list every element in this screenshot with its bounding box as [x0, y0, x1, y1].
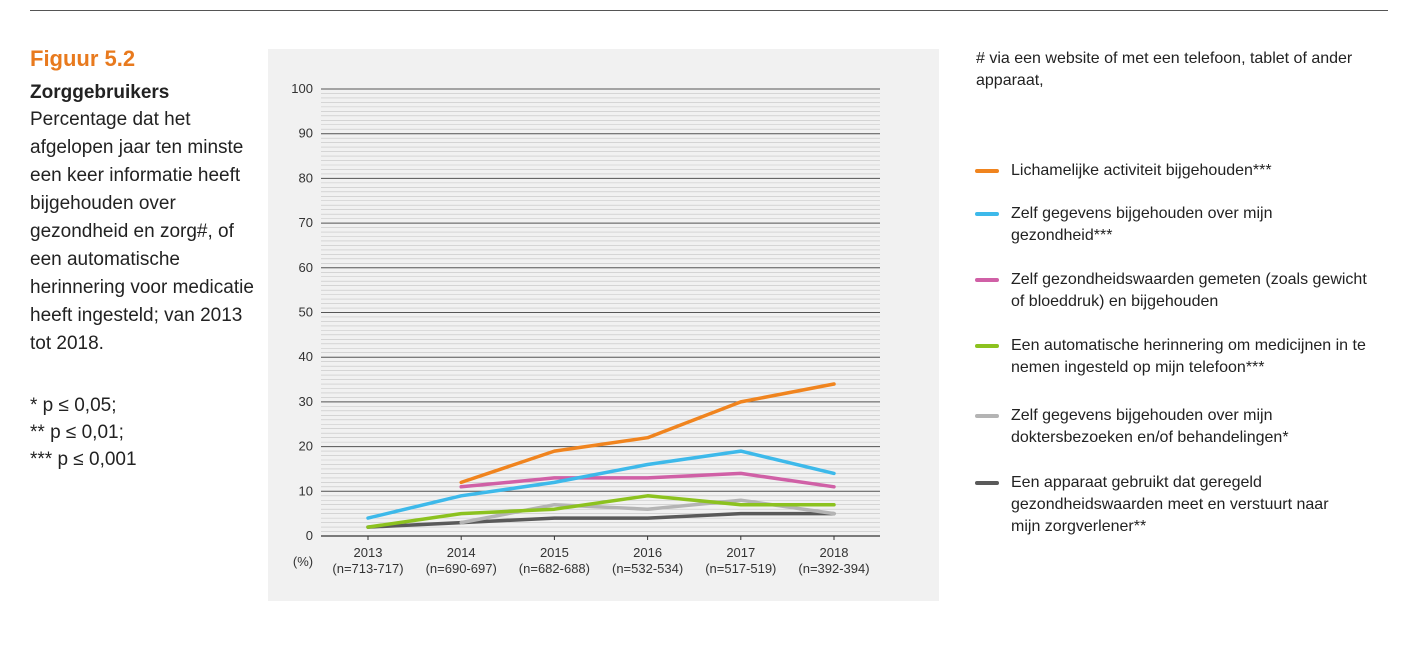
legend-swatch-medication-reminder [975, 344, 999, 348]
x-tick-label: 2015 [540, 545, 569, 560]
legend-label-medication-reminder: Een automatische herinnering om medicijn… [1011, 337, 1366, 376]
legend-swatch-own-health-data [975, 212, 999, 216]
legend-label-monitoring-device: Een apparaat gebruikt dat geregeld gezon… [1011, 474, 1329, 535]
top-rule [30, 10, 1388, 11]
x-sample-size-label: (n=682-688) [519, 561, 590, 576]
legend-swatch-monitoring-device [975, 481, 999, 485]
legend-swatch-health-values [975, 278, 999, 282]
line-chart: 0 10 20 30 40 50 60 70 80 90 100 2013(n=713-717) 201… [291, 81, 880, 576]
y-tick-label: 30 [299, 394, 313, 409]
figure-label: Figuur 5.2 [30, 46, 136, 71]
x-tick-label: 2013 [354, 545, 383, 560]
series-line-2 [366, 449, 836, 520]
legend-item-physical-activity: Lichamelijke activiteit bijgehouden*** [975, 160, 1272, 182]
y-tick-label: 20 [299, 439, 313, 454]
x-sample-size-label: (n=517-519) [705, 561, 776, 576]
legend-item-medication-reminder: Een automatische herinnering om medicijn… [975, 335, 1381, 379]
legend-label-doctor-visits: Zelf gegevens bijgehouden over mijn dokt… [1011, 407, 1289, 446]
legend-item-own-health-data: Zelf gegevens bijgehouden over mijn gezo… [975, 203, 1301, 247]
significance-note-2: ** p ≤ 0,01; [30, 422, 124, 443]
x-tick-label: 2016 [633, 545, 662, 560]
y-tick-label: 90 [299, 126, 313, 141]
legend-item-monitoring-device: Een apparaat gebruikt dat geregeld gezon… [975, 472, 1341, 538]
significance-notes: * p ≤ 0,05; ** p ≤ 0,01; *** p ≤ 0,001 [30, 392, 255, 473]
y-tick-label: 40 [299, 349, 313, 364]
legend-item-health-values: Zelf gezondheidswaarden gemeten (zoals g… [975, 269, 1371, 313]
x-tick-label: 2017 [726, 545, 755, 560]
figure-caption: Figuur 5.2 Zorggebruikers Percentage dat… [30, 46, 255, 473]
x-tick-label: 2018 [820, 545, 849, 560]
chart-panel: 0 10 20 30 40 50 60 70 80 90 100 2013 (n=713-717) 201… [268, 49, 939, 601]
x-sample-size-label: (n=690-697) [426, 561, 497, 576]
y-unit-label: (%) [293, 554, 313, 569]
y-tick-label: 80 [299, 170, 313, 185]
significance-note-3: *** p ≤ 0,001 [30, 449, 137, 470]
legend-label-own-health-data: Zelf gegevens bijgehouden over mijn gezo… [1011, 205, 1273, 244]
series-line-4 [366, 494, 836, 529]
legend-item-doctor-visits: Zelf gegevens bijgehouden over mijn dokt… [975, 405, 1341, 449]
figure-description: Percentage dat het afgelopen jaar ten mi… [30, 109, 254, 354]
legend-swatch-physical-activity [975, 169, 999, 173]
y-tick-label: 100 [291, 81, 313, 96]
x-tick-label: 2014 [447, 545, 476, 560]
y-tick-label: 10 [299, 483, 313, 498]
series-line-1 [459, 382, 836, 485]
legend-label-physical-activity: Lichamelijke activiteit bijgehouden*** [1011, 162, 1272, 179]
series-line-6 [366, 511, 836, 529]
footnote: # via een website of met een telefoon, t… [976, 50, 1353, 89]
legend-swatch-doctor-visits [975, 414, 999, 418]
y-tick-label: 0 [306, 528, 313, 543]
figure-title: Zorggebruikers [30, 82, 170, 103]
legend-label-health-values: Zelf gezondheidswaarden gemeten (zoals g… [1011, 271, 1367, 310]
y-tick-label: 70 [299, 215, 313, 230]
y-tick-label: 60 [299, 260, 313, 275]
series-line-3 [459, 471, 836, 489]
significance-note-1: * p ≤ 0,05; [30, 395, 117, 416]
x-sample-size-label: (n=532-534) [612, 561, 683, 576]
y-tick-label: 50 [299, 305, 313, 320]
x-sample-size-label: (n=713-717) [332, 561, 403, 576]
x-sample-size-label: (n=392-394) [798, 561, 869, 576]
